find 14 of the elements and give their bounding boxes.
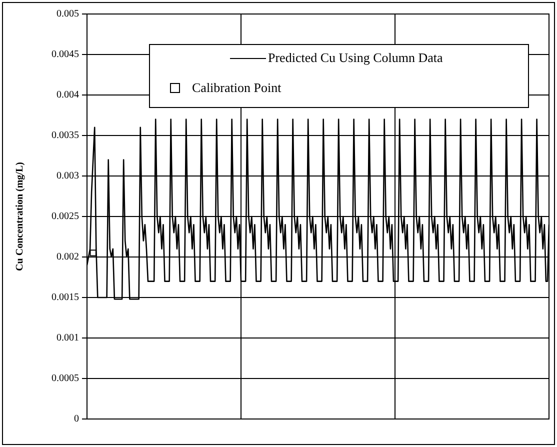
y-tick-label: 0.0025 [52,211,79,222]
legend-label: Predicted Cu Using Column Data [268,50,443,66]
y-tick-label: 0.001 [56,332,79,344]
y-tick-label: 0.0035 [52,130,79,142]
y-tick-label: 0.003 [56,170,79,182]
y-tick-label: 0.002 [56,252,79,263]
y-tick-label: 0.005 [56,8,79,20]
legend-label: Calibration Point [192,80,282,96]
y-tick-label: 0.0045 [52,49,79,60]
y-tick-label: 0.004 [56,90,79,101]
y-axis-title: Cu Concentration (mg/L) [14,162,26,271]
y-tick-label: 0 [74,414,79,425]
y-tick-label: 0.0005 [52,373,79,384]
y-tick-label: 0.0015 [52,292,79,304]
